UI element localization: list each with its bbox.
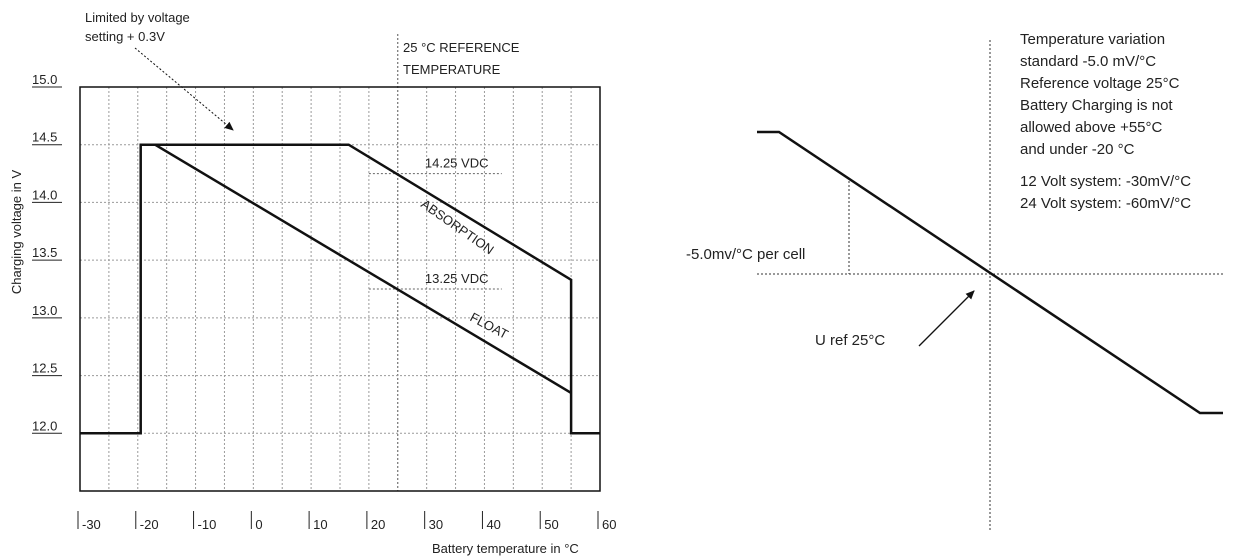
x-tick-label: -10	[198, 517, 217, 532]
left-grid	[79, 34, 601, 492]
note-line: 24 Volt system: -60mV/°C	[1020, 195, 1191, 212]
left-plot-frame	[79, 86, 601, 492]
limit-annotation-line-1: Limited by voltage	[85, 10, 190, 25]
note-line: Battery Charging is not	[1020, 97, 1173, 114]
uref-arrow	[918, 290, 975, 347]
left-series	[80, 143, 600, 435]
x-tick-label: 40	[486, 517, 500, 532]
limit-annotation-line-2: setting + 0.3V	[85, 29, 165, 44]
reference-temperature-label-2: TEMPERATURE	[403, 62, 501, 77]
x-tick-label: 60	[602, 517, 616, 532]
x-tick-label: -20	[140, 517, 159, 532]
notes-block: Temperature variation standard -5.0 mV/°…	[1020, 31, 1191, 212]
reference-voltage-label: 13.25 VDC	[425, 271, 489, 286]
x-tick-label: -30	[82, 517, 101, 532]
uref-label: U ref 25°C	[815, 332, 885, 349]
reference-temperature-label-1: 25 °C REFERENCE	[403, 40, 520, 55]
y-tick-label: 12.0	[32, 418, 57, 433]
note-line: allowed above +55°C	[1020, 119, 1163, 136]
note-line: Reference voltage 25°C	[1020, 75, 1180, 92]
note-line: 12 Volt system: -30mV/°C	[1020, 173, 1191, 190]
float-line	[154, 143, 572, 394]
left-reference-lines: 14.25 VDC 13.25 VDC	[368, 156, 502, 290]
y-tick-label: 13.5	[32, 245, 57, 260]
y-tick-label: 13.0	[32, 303, 57, 318]
left-y-ticks: 12.0 12.5 13.0 13.5 14.0 14.5 15.0	[32, 72, 62, 434]
float-series-label: FLOAT	[468, 309, 511, 341]
x-tick-label: 20	[371, 517, 385, 532]
limit-annotation-arrow	[134, 47, 234, 131]
note-line: and under -20 °C	[1020, 141, 1135, 158]
slope-label: -5.0mv/°C per cell	[686, 246, 805, 263]
x-tick-label: 10	[313, 517, 327, 532]
y-tick-label: 12.5	[32, 361, 57, 376]
left-x-axis-label: Battery temperature in °C	[432, 541, 579, 556]
y-tick-label: 14.0	[32, 187, 57, 202]
absorption-line	[80, 143, 600, 435]
temperature-compensation-line	[757, 130, 1223, 415]
right-chart: -5.0mv/°C per cell U ref 25°C Temperatur…	[686, 31, 1223, 530]
note-line: standard -5.0 mV/°C	[1020, 53, 1156, 70]
left-chart: 12.0 12.5 13.0 13.5 14.0 14.5 15.0 -30 -20 -10 0 1…	[9, 10, 616, 556]
y-tick-label: 14.5	[32, 130, 57, 145]
reference-voltage-label: 14.25 VDC	[425, 156, 489, 171]
left-x-ticks: -30 -20 -10 0 10 20 30 40 50 60	[77, 511, 616, 532]
left-y-axis-label: Charging voltage in V	[9, 170, 24, 295]
x-tick-label: 0	[255, 517, 262, 532]
note-line: Temperature variation	[1020, 31, 1165, 48]
x-tick-label: 30	[429, 517, 443, 532]
x-tick-label: 50	[544, 517, 558, 532]
y-tick-label: 15.0	[32, 72, 57, 87]
